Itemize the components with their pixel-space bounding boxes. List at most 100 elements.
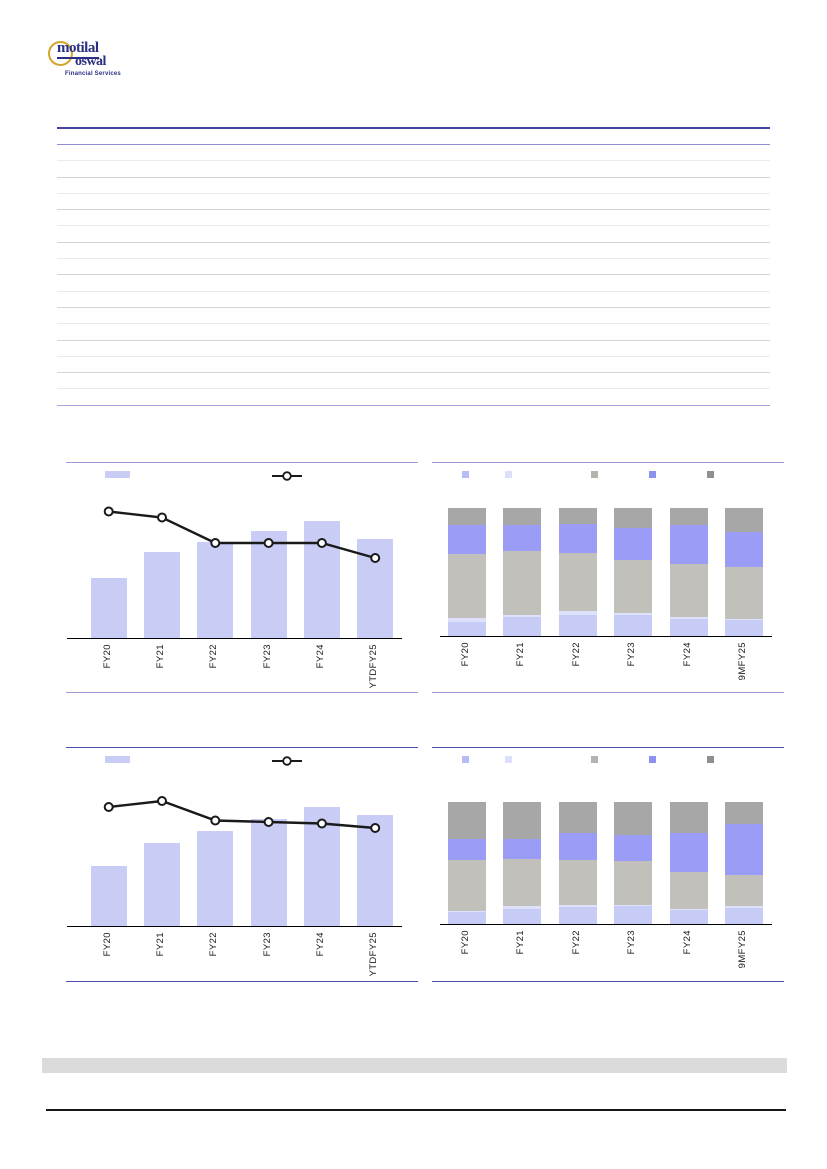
stack-segment [614, 528, 652, 561]
x-axis-label: YTDFY25 [368, 644, 380, 689]
table-row [57, 308, 770, 325]
plot-area [67, 489, 402, 639]
stack-segment [558, 611, 597, 615]
legend-swatch [505, 756, 512, 763]
x-axis-label: FY21 [155, 644, 166, 669]
stack-segment [614, 613, 652, 616]
x-axis-label: FY23 [261, 644, 273, 669]
chart-block-bottom-right: FY20 FY21 FY22 FY23 FY24 9MFY25 [432, 747, 784, 982]
stack-segment [503, 801, 541, 839]
x-axis-label: FY20 [101, 644, 113, 669]
plot-area [440, 487, 772, 637]
stack-segment [669, 564, 708, 618]
legend-line-marker [272, 471, 302, 481]
logo-circle-icon [48, 41, 73, 66]
stack-segment [447, 553, 486, 619]
table-row [57, 178, 770, 194]
legend-swatch [649, 471, 656, 478]
x-axis-label: FY22 [570, 930, 582, 955]
stack-segment [725, 618, 763, 621]
stack-segment [558, 906, 597, 924]
stack-segment [558, 524, 597, 554]
stack-segment [725, 567, 763, 619]
bar [197, 541, 234, 638]
x-axis-label: FY24 [681, 642, 693, 667]
legend-swatch [462, 471, 469, 478]
stack-segment [669, 618, 708, 636]
x-axis-label: FY20 [101, 932, 113, 957]
table-row [57, 373, 770, 390]
legend-swatch [707, 756, 714, 763]
x-axis-label: FY24 [681, 930, 693, 955]
table-row [57, 243, 770, 260]
stack-segment [725, 874, 763, 907]
bar [144, 552, 180, 638]
x-axis-label: 9MFY25 [737, 642, 748, 681]
x-axis-line [440, 635, 772, 637]
x-axis-label: FY22 [208, 932, 220, 957]
bar [144, 843, 180, 926]
x-axis-label: 9MFY25 [737, 930, 748, 969]
stack-segment [503, 908, 541, 924]
stack-segment [558, 801, 597, 834]
line-marker [210, 815, 221, 826]
stack-segment [447, 622, 486, 636]
stack-segment [447, 507, 486, 526]
stack-segment [558, 507, 597, 525]
legend-bar-swatch [105, 471, 130, 478]
stack-segment [614, 906, 652, 924]
stack-segment [503, 906, 541, 909]
stack-segment [447, 911, 486, 913]
x-axis-label: FY21 [515, 642, 526, 667]
table-row [57, 194, 770, 211]
stack-segment [558, 859, 597, 906]
stack-segment [503, 614, 541, 618]
legend-swatch [649, 756, 656, 763]
stack-segment [669, 872, 708, 909]
bar [90, 865, 127, 926]
table-row [57, 210, 770, 227]
bar [90, 577, 127, 638]
legend-swatch [707, 471, 714, 478]
x-axis-line [440, 923, 772, 925]
legend-line-marker [272, 756, 302, 766]
stack-segment [503, 838, 541, 859]
x-axis-label: FY20 [459, 642, 471, 667]
line-marker [210, 538, 221, 548]
stack-segment [669, 801, 708, 833]
stack-segment [447, 618, 486, 623]
bar [197, 831, 234, 926]
stack-segment [725, 907, 763, 924]
stack-segment [725, 531, 763, 568]
motilal-oswal-logo: motilal oswal Financial Services [48, 40, 148, 82]
stack-segment [558, 833, 597, 860]
line-marker [157, 512, 167, 523]
line-series [103, 796, 381, 833]
bar [250, 819, 287, 926]
line-series [103, 506, 381, 563]
financials-table [57, 127, 770, 406]
line-marker [316, 818, 327, 829]
legend-swatch [462, 756, 469, 763]
legend-swatch [591, 471, 598, 478]
stack-segment [614, 905, 652, 907]
bar [250, 531, 287, 638]
stack-segment [669, 832, 708, 873]
table-row [57, 389, 770, 406]
stack-segment [669, 507, 708, 525]
logo-word-1: motilal [57, 41, 99, 59]
stack-segment [447, 801, 486, 840]
stack-segment [447, 912, 486, 924]
stack-segment [614, 835, 652, 862]
plot-area [67, 777, 402, 927]
legend-bar-swatch [105, 756, 130, 763]
x-axis-line [67, 637, 402, 639]
stack-segment [503, 551, 541, 615]
line-marker [370, 553, 381, 563]
line-marker [263, 817, 274, 827]
stack-segment [447, 839, 486, 860]
stack-segment [447, 859, 486, 912]
stack-segment [725, 507, 763, 532]
stack-segment [447, 525, 486, 554]
line-marker [103, 802, 114, 812]
